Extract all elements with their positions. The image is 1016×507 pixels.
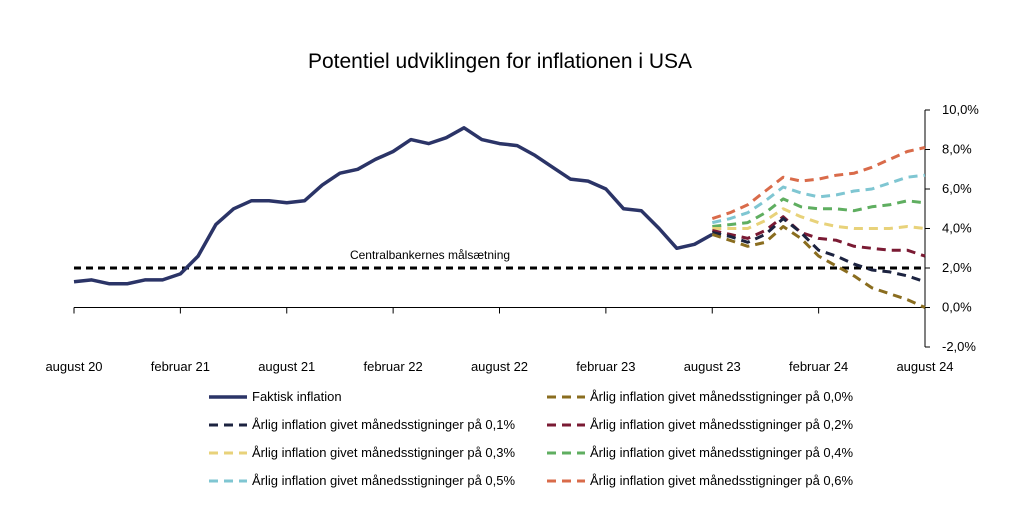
target-line: Centralbankernes målsætning [74,248,925,270]
x-tick-label: februar 21 [151,359,210,374]
x-tick-label: august 23 [684,359,741,374]
legend-label-1: Årlig inflation givet månedsstigninger p… [590,389,853,404]
legend-label-2: Årlig inflation givet månedsstigninger p… [252,417,515,432]
x-tick-label: august 20 [45,359,102,374]
series-line-6 [711,173,926,225]
y-tick-label: 6,0% [942,181,972,196]
chart-title: Potentiel udviklingen for inflationen i … [308,50,692,73]
legend-label-6: Årlig inflation givet månedsstigninger p… [252,473,515,488]
series-line-0 [73,126,714,286]
y-tick-label: 10,0% [942,102,979,117]
x-tick-label: august 24 [896,359,953,374]
legend-label-4: Årlig inflation givet månedsstigninger p… [252,445,515,460]
y-tick-label: 0,0% [942,300,972,315]
legend-label-7: Årlig inflation givet månedsstigninger p… [590,473,853,488]
y-tick-label: -2,0% [942,339,976,354]
legend-label-5: Årlig inflation givet månedsstigninger p… [590,445,853,460]
y-tick-label: 8,0% [942,142,972,157]
x-tick-label: februar 24 [789,359,848,374]
y-tick-label: 4,0% [942,221,972,236]
x-tick-label: august 21 [258,359,315,374]
series-line-2 [711,217,926,284]
series-lines [73,126,926,309]
target-annotation: Centralbankernes målsætning [350,248,510,262]
legend-label-0: Faktisk inflation [252,389,342,404]
x-tick-label: februar 22 [363,359,422,374]
series-line-3 [711,215,926,258]
y-tick-label: 2,0% [942,260,972,275]
series-line-5 [712,197,926,228]
x-tick-label: august 22 [471,359,528,374]
x-tick-label: februar 23 [576,359,635,374]
axes: 10,0% 8,0% 6,0% 4,0% 2,0% 0,0% -2,0% august 20 f… [45,102,979,374]
legend-label-3: Årlig inflation givet månedsstigninger p… [590,417,853,432]
series-line-4 [712,207,926,230]
series-line-1 [711,225,926,309]
legend: Faktisk inflation Årlig inflation givet m… [209,389,853,488]
series-line-7 [711,146,926,221]
